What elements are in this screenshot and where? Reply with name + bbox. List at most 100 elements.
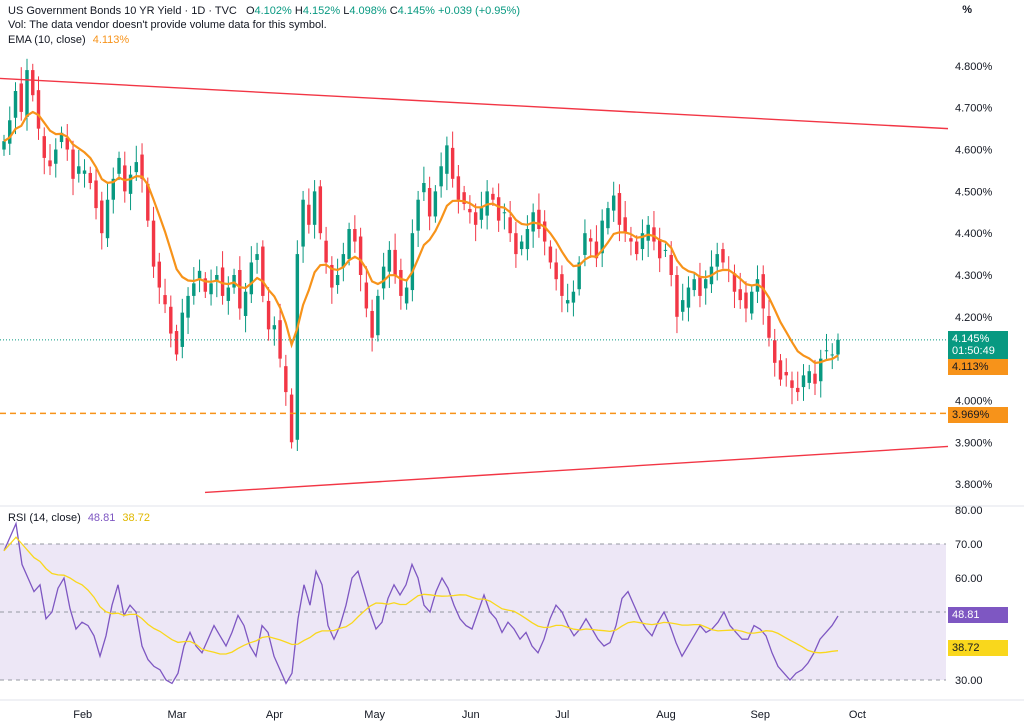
candle	[525, 215, 530, 261]
candle-body	[611, 195, 616, 211]
candle	[226, 276, 231, 315]
candle	[140, 143, 144, 193]
candle	[25, 58, 29, 131]
candle	[692, 272, 696, 297]
candle-body	[370, 310, 374, 338]
candle-body	[519, 241, 524, 250]
candle-body	[657, 239, 662, 259]
candle	[554, 248, 558, 291]
candle-body	[525, 229, 530, 250]
candle-body	[721, 249, 725, 263]
candle-body	[180, 312, 185, 347]
candle-body	[100, 200, 104, 234]
candle	[508, 200, 512, 242]
candle-body	[416, 199, 420, 231]
price-tick-label: 4.300%	[955, 270, 993, 282]
price-tick-label: 4.700%	[955, 103, 993, 115]
price-tick-label: 4.000%	[955, 395, 993, 407]
candle	[778, 354, 783, 386]
candle-body	[640, 233, 645, 250]
candle-body	[537, 209, 541, 229]
candle	[606, 201, 610, 235]
upper-trendline	[0, 77, 949, 130]
candle-body	[410, 233, 415, 291]
candle	[813, 359, 817, 396]
candle	[209, 269, 213, 306]
candle-body	[669, 254, 673, 275]
price-axis: 3.800%3.900%4.000%4.100%4.200%4.300%4.40…	[955, 61, 993, 491]
candle-body	[25, 70, 29, 117]
candle	[330, 256, 334, 304]
candle-body	[588, 238, 593, 242]
candle-body	[59, 132, 64, 143]
candle-body	[824, 350, 829, 352]
candle	[163, 278, 167, 314]
candle	[318, 180, 323, 240]
ema-legend-value: 4.113%	[92, 34, 130, 46]
candle	[732, 264, 737, 309]
ema-legend[interactable]: EMA (10, close) 4.113%	[8, 33, 129, 47]
candle-body	[232, 275, 236, 288]
time-tick-label: Feb	[73, 709, 92, 721]
candle	[353, 215, 357, 253]
candle	[611, 181, 616, 222]
candle	[761, 265, 765, 325]
candle-body	[560, 274, 564, 296]
candle	[2, 134, 6, 156]
high-value: 4.152%	[302, 5, 341, 17]
candle-body	[301, 199, 305, 247]
price-tick-label: 4.600%	[955, 145, 993, 157]
candle	[531, 203, 535, 248]
candle-body	[796, 387, 800, 393]
candle	[232, 268, 236, 294]
candle	[445, 136, 449, 191]
candle	[255, 242, 259, 274]
candle-body	[307, 204, 311, 225]
candle-body	[646, 224, 650, 241]
candle-body	[215, 275, 219, 281]
ema-line	[3, 110, 839, 365]
candle-body	[140, 154, 144, 179]
candle-body	[255, 254, 259, 260]
candle	[807, 364, 811, 390]
candle	[301, 190, 305, 263]
candle	[48, 144, 52, 176]
candle-body	[542, 221, 547, 242]
candle-body	[94, 180, 98, 209]
candle	[335, 258, 340, 294]
candle-body	[31, 70, 35, 96]
rsi-legend[interactable]: RSI (14, close) 48.81 38.72	[8, 512, 150, 524]
candle	[629, 226, 633, 256]
candle-body	[399, 269, 403, 296]
candle-body	[439, 166, 443, 187]
candle	[646, 216, 650, 258]
candle	[249, 246, 254, 304]
candle-body	[715, 254, 719, 267]
candle-body	[48, 160, 52, 167]
candle-body	[2, 141, 6, 150]
candle-body	[548, 246, 553, 263]
candle-body	[203, 278, 208, 292]
percent-unit-label[interactable]: %	[962, 4, 972, 16]
candle	[548, 240, 553, 269]
candle	[341, 242, 346, 282]
candle-body	[634, 241, 639, 255]
candle	[376, 289, 380, 342]
candle	[439, 152, 443, 198]
candle-body	[134, 162, 139, 173]
candle	[796, 371, 800, 401]
candle-body	[393, 249, 397, 275]
candle-body	[778, 360, 783, 380]
candle-body	[750, 291, 754, 314]
open-label: O	[245, 5, 255, 17]
candle-body	[623, 217, 627, 234]
low-value: 4.098%	[349, 5, 387, 17]
candle	[594, 225, 599, 268]
candle	[819, 349, 823, 398]
candle	[640, 219, 645, 261]
candle-body	[422, 183, 426, 193]
candle-body	[594, 241, 599, 259]
candle-body	[790, 380, 794, 388]
